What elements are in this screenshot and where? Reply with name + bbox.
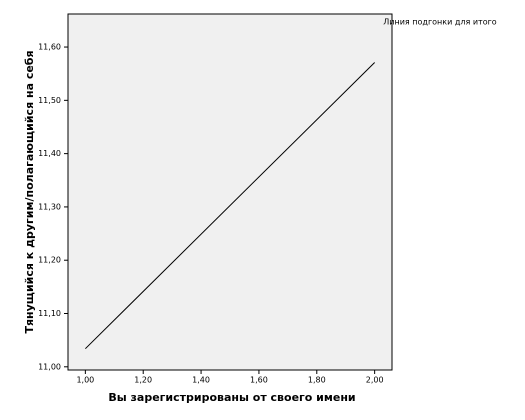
y-tick-label: 11,60 (38, 43, 61, 52)
x-tick-label: 2,00 (366, 376, 384, 385)
x-axis-title: Вы зарегистрированы от своего имени (108, 391, 355, 404)
y-tick-label: 11,20 (38, 256, 61, 265)
x-tick-label: 1,60 (250, 376, 268, 385)
x-tick-label: 1,00 (76, 376, 94, 385)
y-tick-label: 11,10 (38, 309, 61, 318)
plot-area (67, 13, 393, 371)
y-tick-label: 11,30 (38, 202, 61, 211)
y-tick-label: 11,00 (38, 362, 61, 371)
x-tick-label: 1,40 (192, 376, 210, 385)
y-axis-title: Тянущийся к другим/полагающийся на себя (23, 50, 36, 333)
y-tick-label: 11,40 (38, 149, 61, 158)
legend-label: Линия подгонки для итого (383, 18, 497, 27)
fit-line (85, 62, 375, 350)
y-tick-label: 11,50 (38, 96, 61, 105)
x-tick-label: 1,80 (308, 376, 326, 385)
x-tick-label: 1,20 (134, 376, 152, 385)
